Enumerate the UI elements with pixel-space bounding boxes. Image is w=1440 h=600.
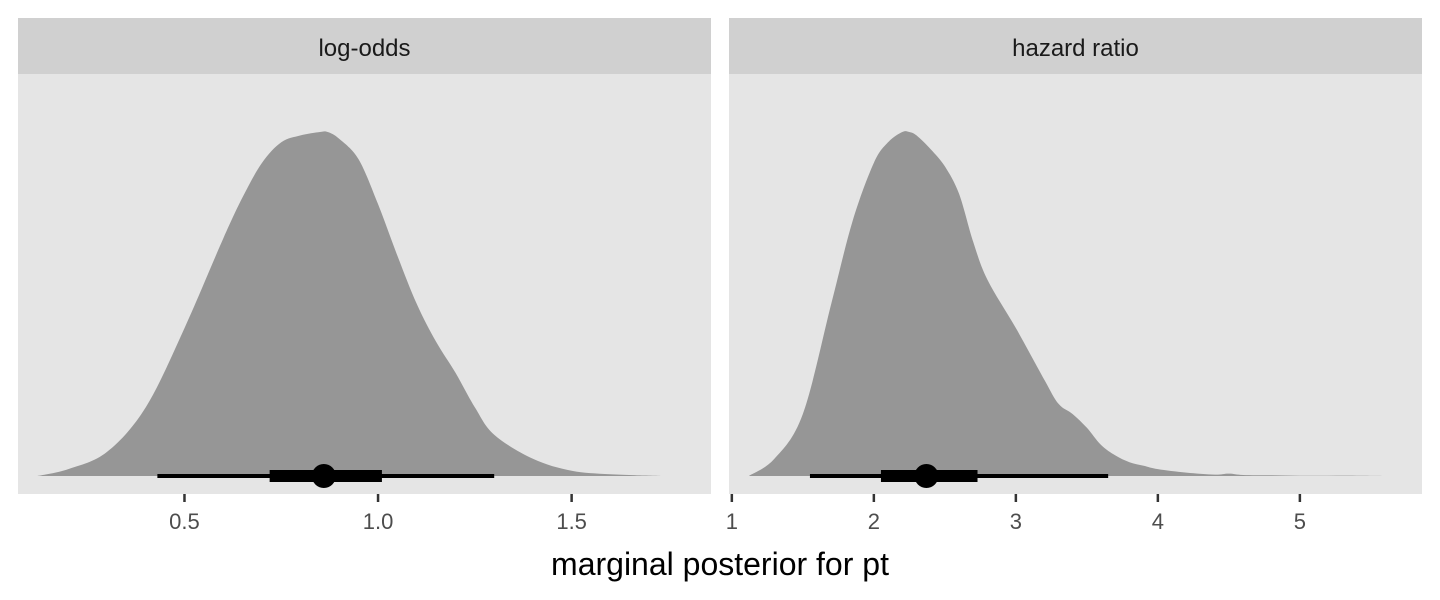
x-axis-ticks: 0.5 1.0 1.5 [169,494,587,534]
x-tick-label: 4 [1152,509,1164,534]
x-axis-ticks: 1 2 3 4 5 [726,494,1306,534]
density-area [37,131,665,477]
x-tick-label: 1.5 [556,509,587,534]
strip-label-hazard-ratio: hazard ratio [1012,35,1139,62]
x-axis-title: marginal posterior for pt [551,546,889,582]
x-tick-label: 3 [1010,509,1022,534]
density-area [748,131,1388,477]
x-tick-label: 2 [868,509,880,534]
strip-background [18,18,711,74]
median-point [914,464,939,488]
x-tick-label: 5 [1294,509,1306,534]
median-point [311,464,336,488]
x-tick-label: 1 [726,509,738,534]
strip-label-log-odds: log-odds [318,35,410,62]
strip-background [729,18,1422,74]
x-tick-label: 0.5 [169,509,200,534]
panel-hazard-ratio: hazard ratio 1 2 3 4 5 [726,18,1422,534]
panel-log-odds: log-odds 0.5 1.0 1.5 [18,18,711,534]
x-tick-label: 1.0 [363,509,394,534]
